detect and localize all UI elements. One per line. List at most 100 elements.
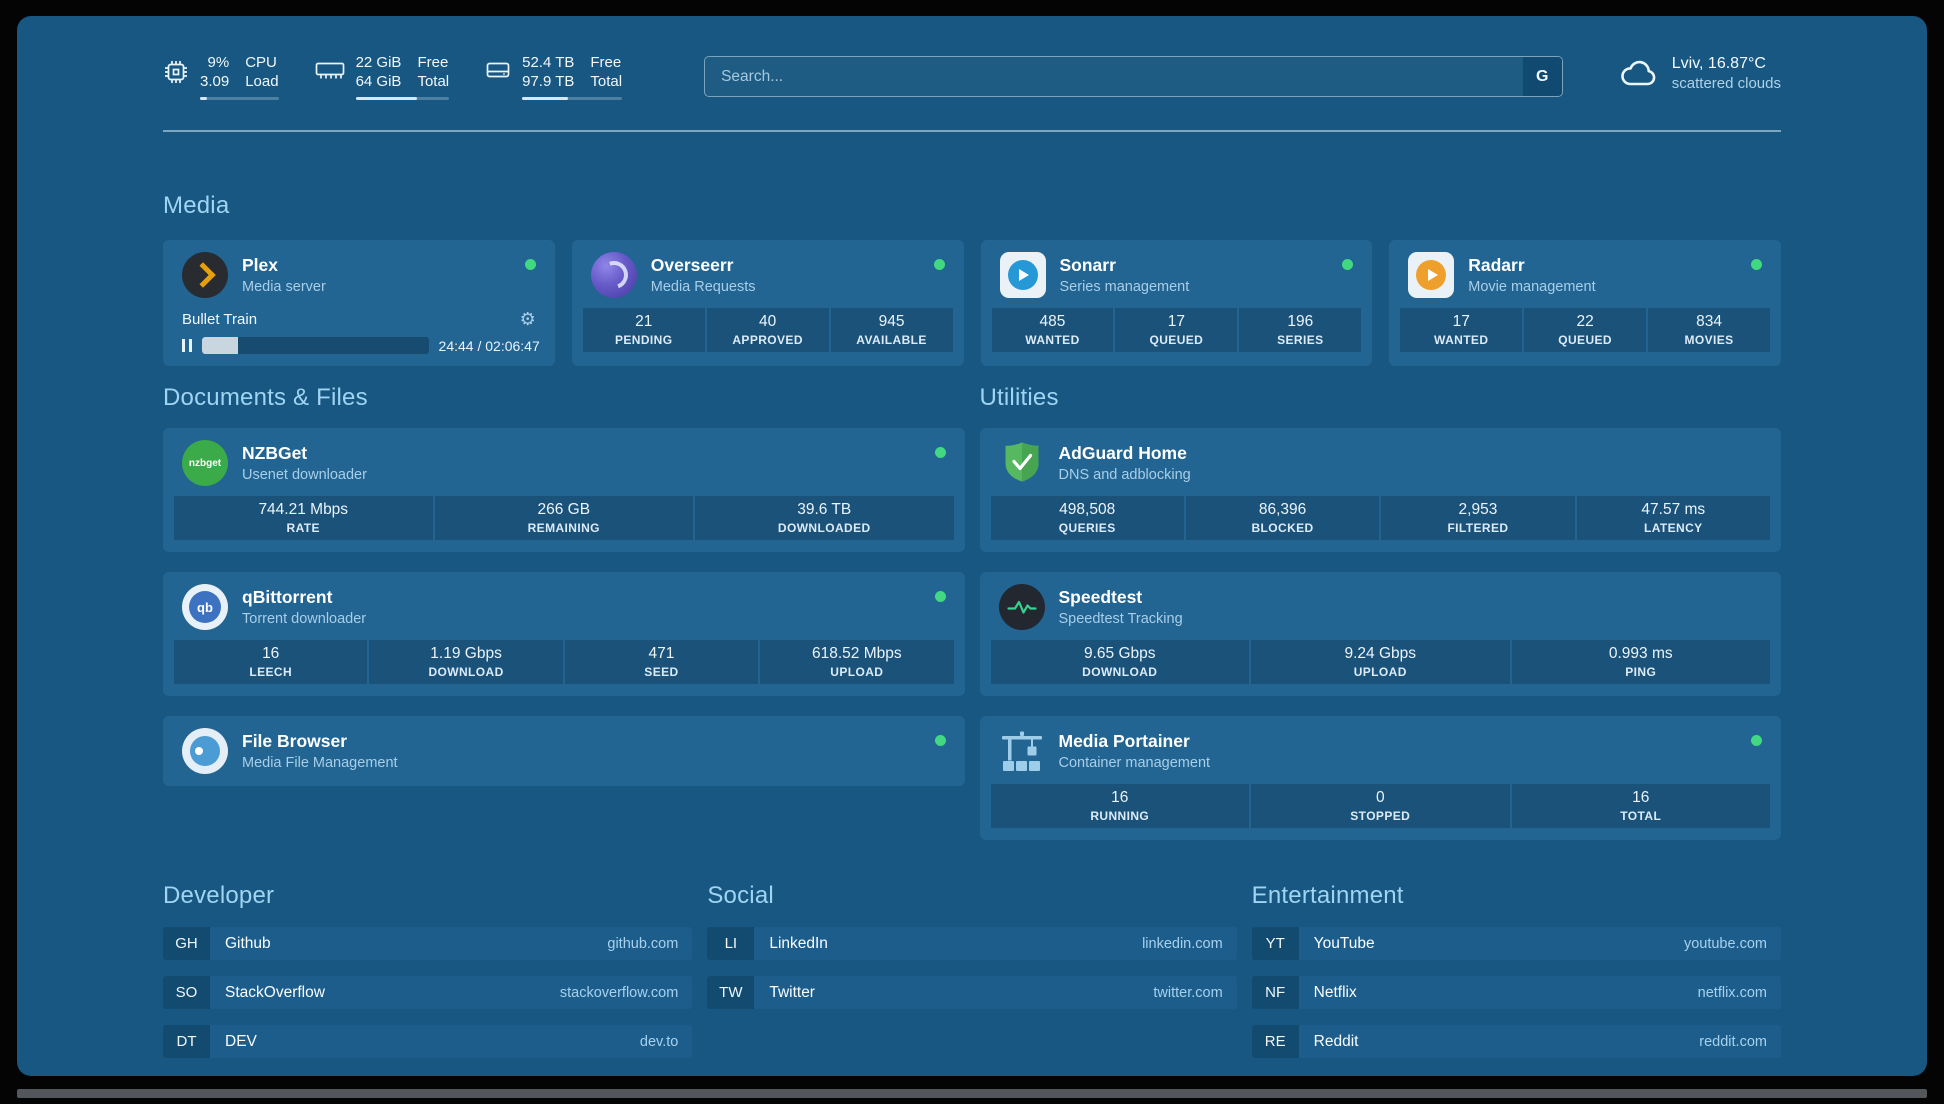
speedtest-icon — [998, 584, 1045, 630]
service-card-filebrowser[interactable]: File Browser Media File Management — [163, 716, 965, 786]
stat-box: 834 MOVIES — [1648, 308, 1771, 352]
stat-label: RUNNING — [1090, 809, 1150, 823]
gear-icon[interactable]: ⚙ — [519, 309, 536, 329]
stat-box: 39.6 TB DOWNLOADED — [695, 496, 954, 540]
link-name: DEV — [225, 1032, 257, 1050]
stat-label: DOWNLOAD — [428, 665, 504, 679]
service-desc: DNS and adblocking — [1058, 467, 1191, 483]
stat-label: BLOCKED — [1251, 521, 1314, 535]
service-desc: Torrent downloader — [242, 611, 367, 627]
cpu-load-label: Load — [245, 73, 279, 90]
link-twitter[interactable]: TW Twitter twitter.com — [707, 976, 1237, 1009]
stat-value: 9.65 Gbps — [1083, 645, 1156, 662]
service-desc: Movie management — [1468, 279, 1596, 295]
service-name: qBittorrent — [242, 587, 333, 607]
stat-box: 86,396 BLOCKED — [1185, 496, 1380, 540]
service-desc: Speedtest Tracking — [1058, 611, 1183, 627]
status-online-dot — [934, 735, 946, 746]
link-abbr: DT — [163, 1025, 210, 1058]
stat-value: 1.19 Gbps — [430, 645, 502, 662]
link-github[interactable]: GH Github github.com — [163, 927, 693, 960]
qbittorrent-icon: qb — [182, 584, 228, 630]
search-bar: G — [704, 56, 1563, 97]
playback-time: 24:44 / 02:06:47 — [438, 337, 540, 354]
stats-row: 9.65 Gbps DOWNLOAD 9.24 Gbps UPLOAD 0.99… — [990, 640, 1770, 684]
stat-label: REMAINING — [527, 521, 600, 535]
disk-free-value: 52.4 TB — [522, 54, 575, 71]
now-playing-title: Bullet Train — [182, 310, 258, 328]
disk-free-label: Free — [590, 54, 622, 71]
service-card-sonarr[interactable]: Sonarr Series management 485 WANTED — [980, 240, 1373, 366]
cpu-percent: 9% — [207, 54, 230, 71]
link-name: LinkedIn — [769, 934, 828, 952]
service-card-plex[interactable]: Plex Media server Bullet Train ⚙ — [163, 240, 555, 366]
stat-value: 22 — [1576, 313, 1594, 330]
stat-value: 485 — [1039, 313, 1066, 330]
stat-label: APPROVED — [732, 333, 803, 347]
link-netflix[interactable]: NF Netflix netflix.com — [1251, 976, 1781, 1009]
topbar: 9% 3.09 CPU Load — [163, 16, 1781, 100]
stat-box: 16 LEECH — [174, 640, 368, 684]
stat-box: 1.19 Gbps DOWNLOAD — [369, 640, 563, 684]
stat-value: 498,508 — [1059, 501, 1116, 518]
stat-label: TOTAL — [1620, 809, 1662, 823]
link-name: Twitter — [769, 983, 815, 1001]
service-card-overseerr[interactable]: Overseerr Media Requests 21 PENDING — [571, 240, 964, 366]
status-online-dot — [934, 591, 946, 602]
link-name: YouTube — [1313, 934, 1375, 952]
adguard-icon — [999, 440, 1045, 486]
service-card-portainer[interactable]: Media Portainer Container management 16 … — [979, 716, 1781, 840]
stat-value: 16 — [262, 645, 280, 662]
section-title-media: Media — [163, 192, 230, 219]
search-provider-button[interactable]: G — [1522, 57, 1562, 96]
stat-box: 485 WANTED — [991, 308, 1114, 352]
stat-value: 47.57 ms — [1641, 501, 1706, 518]
link-linkedin[interactable]: LI LinkedIn linkedin.com — [707, 927, 1237, 960]
link-dev[interactable]: DT DEV dev.to — [163, 1025, 693, 1058]
service-card-adguard[interactable]: AdGuard Home DNS and adblocking 498,508 … — [979, 428, 1781, 552]
service-name: AdGuard Home — [1058, 443, 1187, 463]
link-youtube[interactable]: YT YouTube youtube.com — [1251, 927, 1781, 960]
stat-box: 471 SEED — [564, 640, 759, 684]
link-reddit[interactable]: RE Reddit reddit.com — [1251, 1025, 1781, 1058]
service-card-radarr[interactable]: Radarr Movie management 17 WANTED 2 — [1389, 240, 1781, 366]
stat-value: 471 — [648, 645, 675, 662]
stat-label: AVAILABLE — [856, 333, 927, 347]
pause-icon[interactable] — [182, 339, 192, 352]
service-name: Speedtest — [1058, 587, 1143, 607]
service-desc: Container management — [1058, 755, 1211, 771]
stat-box: 9.65 Gbps DOWNLOAD — [990, 640, 1249, 684]
stat-value: 86,396 — [1258, 501, 1307, 518]
stat-label: QUERIES — [1058, 521, 1116, 535]
stat-box: 9.24 Gbps UPLOAD — [1251, 640, 1510, 684]
playback-progress-bar[interactable] — [202, 337, 429, 354]
service-name: Media Portainer — [1058, 731, 1190, 751]
link-domain: youtube.com — [1683, 935, 1767, 952]
ram-icon — [315, 62, 344, 79]
link-abbr: GH — [163, 927, 210, 960]
status-online-dot — [524, 259, 536, 270]
cpu-load-value: 3.09 — [200, 73, 230, 90]
nzbget-icon: nzbget — [182, 440, 228, 486]
service-card-qbittorrent[interactable]: qb qBittorrent Torrent downloader — [163, 572, 965, 696]
stat-label: STOPPED — [1350, 809, 1411, 823]
service-desc: Usenet downloader — [242, 467, 367, 483]
stat-label: LEECH — [249, 665, 293, 679]
service-card-speedtest[interactable]: Speedtest Speedtest Tracking 9.65 Gbps D… — [979, 572, 1781, 696]
stat-box: 0.993 ms PING — [1511, 640, 1770, 684]
link-domain: stackoverflow.com — [559, 984, 679, 1001]
service-card-nzbget[interactable]: nzbget NZBGet Usenet downloader — [163, 428, 965, 552]
service-name: File Browser — [242, 731, 348, 751]
link-domain: linkedin.com — [1142, 935, 1223, 952]
cpu-label: CPU — [245, 54, 277, 71]
link-stackoverflow[interactable]: SO StackOverflow stackoverflow.com — [163, 976, 693, 1009]
link-domain: github.com — [607, 935, 679, 952]
stat-label: SERIES — [1277, 333, 1324, 347]
stat-box: 17 QUEUED — [1115, 308, 1238, 352]
search-input[interactable] — [705, 57, 1523, 96]
stat-value: 17 — [1167, 313, 1185, 330]
stat-value: 266 GB — [537, 501, 591, 518]
plex-icon — [182, 252, 228, 298]
stat-value: 16 — [1111, 789, 1129, 806]
link-name: Github — [225, 934, 271, 952]
